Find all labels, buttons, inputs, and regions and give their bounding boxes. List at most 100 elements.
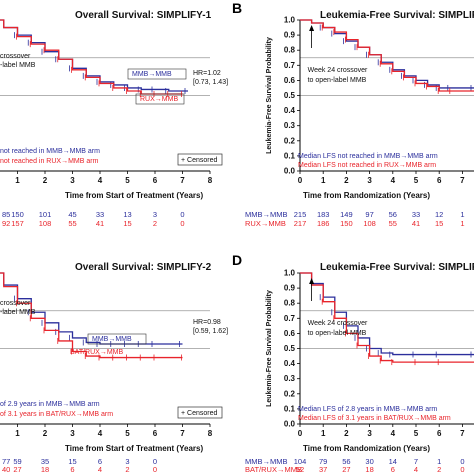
risk-value: 101 [39, 210, 52, 219]
x-tick-label: 3 [367, 429, 372, 438]
panel-letter: D [232, 252, 242, 268]
legend-note-2: not reached in RUX→MMB arm [0, 158, 99, 165]
y-tick-label: 0.6 [284, 329, 296, 338]
y-tick-label: 0.6 [284, 76, 296, 85]
risk-value: 3 [125, 457, 129, 466]
y-tick-label: 0.3 [284, 374, 296, 383]
risk-value: 183 [317, 210, 330, 219]
series-line-1 [300, 272, 474, 363]
panel-letter: B [232, 0, 242, 16]
y-tick-label: 0.2 [284, 389, 296, 398]
risk-value: 108 [39, 219, 52, 228]
risk-value: 33 [96, 210, 104, 219]
chart-title: Overall Survival: SIMPLIFY-1 [75, 10, 212, 21]
y-tick-label: 1.0 [284, 16, 296, 25]
series-label-2: RUX→MMB [140, 96, 178, 103]
risk-value: 56 [342, 457, 350, 466]
panel-c: Overall Survival: SIMPLIFY-21 2 3 4 5 6 7 8Time… [0, 262, 228, 474]
series-line-1 [0, 19, 183, 95]
y-tick-label: 0.1 [284, 404, 296, 413]
risk-value: 79 [319, 457, 327, 466]
y-tick-label: 0.7 [284, 61, 296, 70]
risk-value: 97 [365, 210, 373, 219]
legend-note-1: Median LFS of 2.8 years in MMB→MMB arm [298, 406, 437, 413]
risk-value: 41 [412, 219, 420, 228]
legend-note-1: not reached in MMB→MMB arm [0, 148, 100, 155]
y-tick-label: 0.9 [284, 31, 296, 40]
y-tick-label: 0.4 [284, 359, 296, 368]
crossover-arrowhead [309, 25, 315, 31]
risk-value: 2 [125, 465, 129, 474]
risk-value: 15 [68, 457, 76, 466]
risk-value: 1 [460, 210, 464, 219]
censored-box [177, 406, 223, 419]
risk-value: 3 [153, 210, 157, 219]
risk-value: 149 [340, 210, 353, 219]
x-tick-label: 0 [298, 429, 303, 438]
x-tick-label: 4 [391, 429, 396, 438]
x-tick-label: 1 [15, 176, 20, 185]
risk-value: 18 [365, 465, 373, 474]
crossover-text-2: -label MMB [0, 309, 36, 316]
risk-value: 2 [153, 219, 157, 228]
risk-value: 0 [460, 457, 464, 466]
crossover-text-2: to open-label MMB [308, 330, 367, 337]
risk-row-label: RUX→MMB [245, 219, 286, 228]
series-line-0 [0, 19, 188, 92]
y-tick-label: 0.9 [284, 284, 296, 293]
crossover-text-1: crossover [0, 300, 31, 307]
series-label-box-1 [127, 68, 187, 80]
y-tick-label: 0.0 [284, 420, 296, 429]
chart-title: Leukemia-Free Survival: SIMPLIFY-1 [320, 10, 474, 21]
risk-value: 104 [294, 457, 307, 466]
y-tick-label: 0.1 [284, 151, 296, 160]
x-tick-label: 4 [391, 176, 396, 185]
hazard-ratio: HR=1.02 [193, 70, 221, 77]
x-tick-label: 5 [414, 176, 419, 185]
crossover-text-1: crossover [0, 53, 31, 60]
series-line-1 [300, 19, 474, 92]
legend-note-2: Median LFS of 3.1 years in BAT/RUX→MMB a… [298, 415, 451, 422]
panel-b: B Leukemia-Free Survival: SIMPLIFY-1 0.0 0.… [232, 0, 474, 228]
risk-value: 92 [2, 219, 10, 228]
risk-value: 0 [180, 210, 184, 219]
risk-value: 6 [391, 465, 395, 474]
hazard-ratio-ci: [0.59, 1.62] [193, 328, 228, 335]
x-tick-label: 1 [15, 429, 20, 438]
risk-value: 27 [342, 465, 350, 474]
x-tick-label: 0 [298, 176, 303, 185]
x-tick-label: 7 [180, 176, 185, 185]
risk-value: 18 [41, 465, 49, 474]
crossover-text-2: -label MMB [0, 62, 36, 69]
x-tick-label: 2 [43, 429, 48, 438]
legend-note-2: Median LFS not reached in RUX→MMB arm [298, 162, 436, 169]
x-tick-label: 5 [125, 176, 130, 185]
panel-a: Overall Survival: SIMPLIFY-11 2 3 4 5 6 7 8Time… [0, 10, 228, 228]
risk-value: 217 [294, 219, 307, 228]
risk-value: 186 [317, 219, 330, 228]
risk-value: 77 [2, 457, 10, 466]
x-tick-label: 4 [98, 429, 103, 438]
y-tick-label: 1.0 [284, 269, 296, 278]
x-tick-label: 1 [321, 176, 326, 185]
risk-value: 55 [389, 219, 397, 228]
chart-title: Overall Survival: SIMPLIFY-2 [75, 262, 212, 273]
x-tick-label: 3 [70, 429, 75, 438]
series-label-2: BAT/RUX→MMB [70, 349, 123, 356]
x-axis-label: Time from Randomization (Years) [303, 191, 430, 200]
y-axis-label: Leukemia-Free Survival Probability [266, 37, 273, 154]
x-axis-label: Time from Randomization (Years) [303, 444, 430, 453]
x-tick-label: 1 [321, 429, 326, 438]
y-tick-label: 0.0 [284, 167, 296, 176]
risk-value: 1 [437, 457, 441, 466]
y-tick-label: 0.3 [284, 121, 296, 130]
risk-value: 4 [98, 465, 102, 474]
risk-value: 40 [2, 465, 10, 474]
risk-value: 12 [435, 210, 443, 219]
risk-value: 15 [123, 219, 131, 228]
x-axis-label: Time from Start of Treatment (Years) [65, 444, 203, 453]
crossover-text-2: to open-label MMB [308, 77, 367, 84]
risk-value: 15 [435, 219, 443, 228]
censored-label: + Censored [181, 410, 217, 417]
risk-value: 150 [11, 210, 24, 219]
